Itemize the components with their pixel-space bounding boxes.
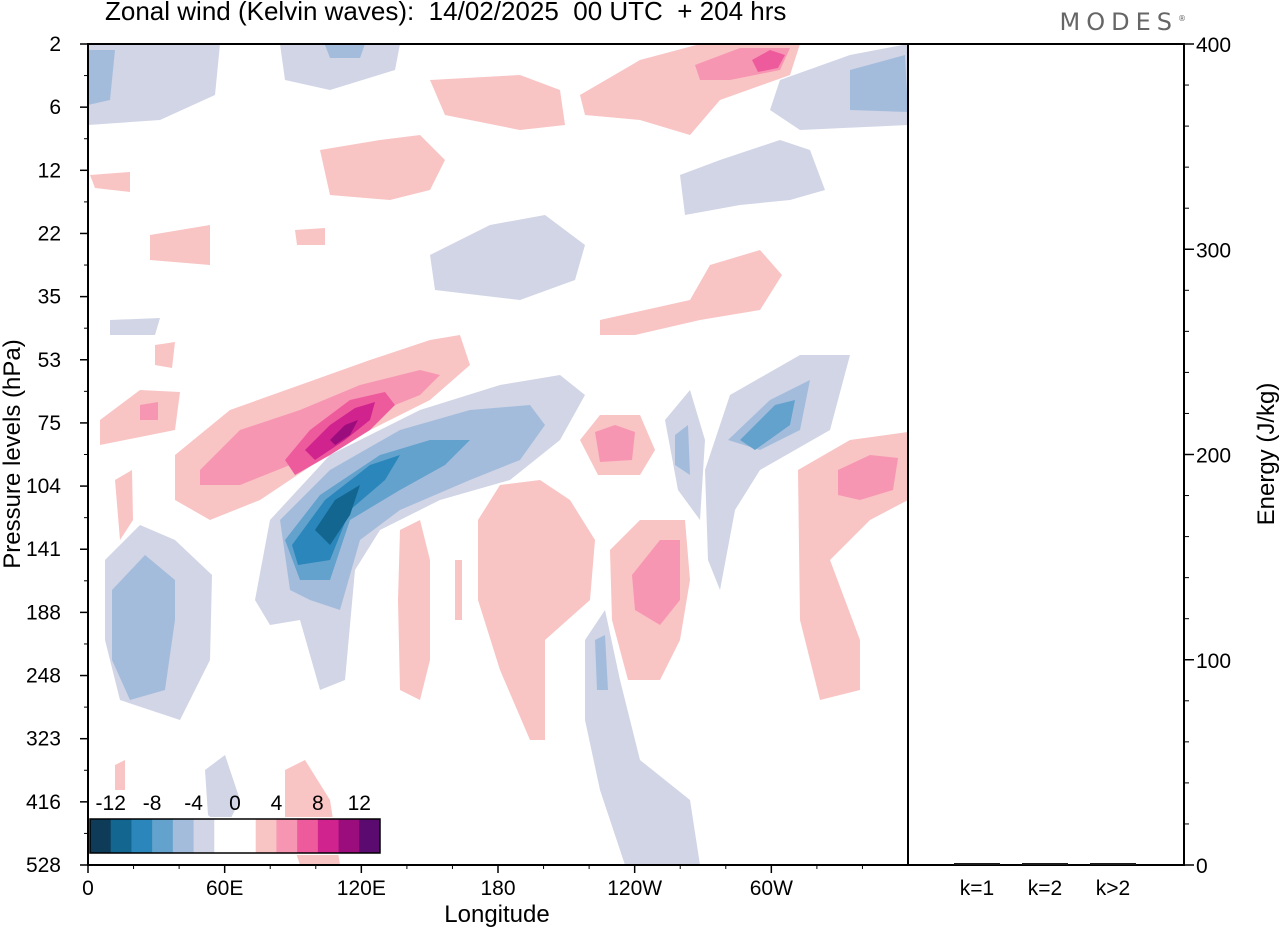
colorbar-swatch	[90, 819, 112, 853]
y-tick-label: 2	[49, 33, 61, 56]
colorbar-label: 4	[271, 792, 283, 815]
logo-mark: ®	[1178, 14, 1186, 23]
colorbar-swatch	[255, 819, 277, 853]
colorbar-swatch	[193, 819, 215, 853]
x-tick-label: 60W	[750, 877, 793, 900]
x-tick-label: 180	[480, 877, 515, 900]
colorbar-label: 0	[229, 792, 241, 815]
energy-tick-label: 100	[1196, 650, 1231, 673]
y-tick-label: 53	[38, 349, 61, 372]
x-tick-label: 0	[82, 877, 94, 900]
energy-tick-label: 400	[1196, 34, 1231, 57]
y-tick-label: 248	[26, 665, 61, 688]
colorbar-label: -4	[184, 792, 203, 815]
y-tick-label: 75	[38, 412, 61, 435]
energy-bar-2	[1022, 863, 1068, 865]
colorbar-swatch	[110, 819, 132, 853]
energy-tick-label: 200	[1196, 445, 1231, 468]
colorbar-swatch	[235, 819, 257, 853]
colorbar: -12 -8 -4 0 4 8 12	[88, 792, 382, 855]
contour-negative-light	[88, 44, 908, 865]
y-tick-label: 12	[38, 159, 61, 182]
y-tick-label: 104	[26, 475, 61, 498]
energy-bars: k=1 k=2 k>2	[954, 863, 1136, 900]
colorbar-swatch	[172, 819, 195, 853]
energy-category-label: k=1	[960, 877, 994, 900]
y-tick-label: 323	[26, 728, 61, 751]
energy-bar-1	[954, 863, 1000, 865]
colorbar-label: 8	[312, 792, 324, 815]
modes-logo: MODES®	[1060, 8, 1186, 36]
y-tick-label: 22	[38, 222, 61, 245]
y-tick-label: 528	[26, 854, 61, 877]
colorbar-label: -12	[96, 792, 126, 815]
x-tick-label: 60E	[206, 877, 243, 900]
energy-tick-label: 300	[1196, 239, 1231, 262]
energy-tick-label: 0	[1196, 855, 1208, 878]
y-tick-label: 188	[26, 601, 61, 624]
chart-title: Zonal wind (Kelvin waves): 14/02/2025 00…	[105, 0, 787, 26]
y-tick-label: 141	[26, 538, 61, 561]
colorbar-swatch	[297, 819, 319, 853]
x-axis-title: Longitude	[444, 901, 549, 928]
y-tick-label: 6	[49, 96, 61, 119]
colorbar-swatch	[152, 819, 174, 853]
colorbar-frame	[89, 818, 381, 854]
colorbar-label: 12	[348, 792, 371, 815]
y-axis-title: Pressure levels (hPa)	[0, 339, 26, 568]
colorbar-swatch	[317, 819, 340, 853]
y-tick-label: 416	[26, 791, 61, 814]
colorbar-swatch	[276, 819, 298, 853]
energy-frame	[907, 43, 1185, 866]
contour-field	[88, 44, 908, 865]
colorbar-label: -8	[143, 792, 162, 815]
x-tick-label: 120E	[337, 877, 386, 900]
contour-positive-4	[330, 420, 358, 445]
energy-axis-title: Energy (J/kg)	[1253, 383, 1280, 526]
colorbar-swatch	[359, 819, 381, 853]
colorbar-swatch	[131, 819, 153, 853]
colorbar-swatch	[214, 819, 236, 853]
energy-category-label: k>2	[1096, 877, 1130, 900]
colorbar-swatch	[338, 819, 360, 853]
x-tick-label: 120W	[607, 877, 662, 900]
logo-text: MODES	[1059, 8, 1178, 36]
energy-category-label: k=2	[1028, 877, 1062, 900]
energy-bar-3	[1090, 863, 1136, 865]
contour-negative-4	[315, 485, 360, 545]
y-tick-label: 35	[38, 286, 61, 309]
